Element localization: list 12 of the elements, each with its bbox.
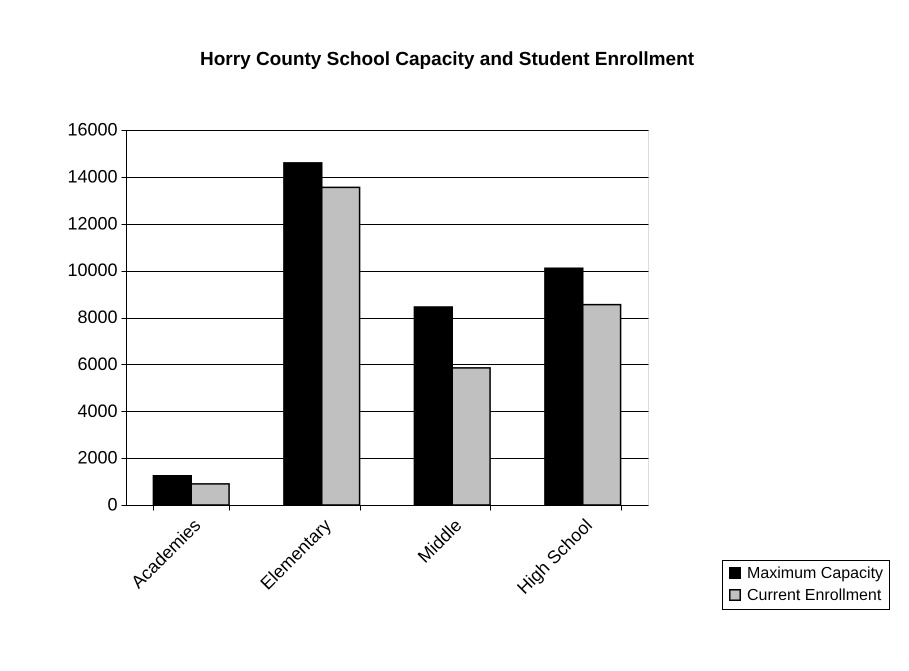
- chart-title: Horry County School Capacity and Student Enrollment: [200, 49, 695, 70]
- y-tick-label: 0: [107, 494, 118, 514]
- y-tick-label: 4000: [77, 400, 118, 421]
- y-tick-label: 10000: [67, 260, 118, 280]
- y-tick-label: 6000: [77, 354, 118, 374]
- y-tick-label: 8000: [77, 307, 118, 327]
- legend-label: Current Enrollment: [747, 587, 882, 604]
- y-tick-label: 12000: [67, 213, 118, 234]
- y-tick-label: 16000: [67, 120, 118, 140]
- y-tick-label: 2000: [77, 448, 118, 468]
- legend-label: Maximum Capacity: [747, 565, 884, 582]
- y-tick-label: 14000: [67, 166, 118, 186]
